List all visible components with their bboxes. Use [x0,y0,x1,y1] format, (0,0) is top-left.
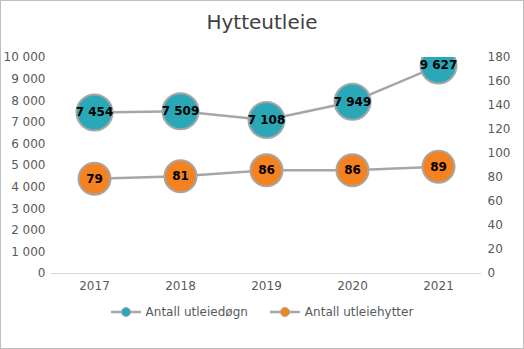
svg-text:6 000: 6 000 [11,137,45,151]
svg-text:81: 81 [172,169,189,183]
svg-text:2017: 2017 [79,279,110,293]
svg-text:140: 140 [488,98,511,112]
svg-text:2021: 2021 [423,279,454,293]
svg-text:40: 40 [488,218,503,232]
svg-text:89: 89 [430,160,447,174]
svg-text:0: 0 [488,266,496,280]
svg-text:4 000: 4 000 [11,180,45,194]
svg-text:2018: 2018 [165,279,196,293]
svg-text:7 108: 7 108 [248,113,286,127]
svg-text:120: 120 [488,122,511,136]
svg-text:7 000: 7 000 [11,115,45,129]
html-text:Antall utleiedøgn: Antall utleiedøgn [145,305,248,319]
svg-text:2019: 2019 [251,279,282,293]
html-text:Hytteutleie: Hytteutleie [206,10,318,34]
svg-text:9 627: 9 627 [420,58,458,72]
svg-text:8 000: 8 000 [11,94,45,108]
svg-text:10 000: 10 000 [4,50,46,64]
svg-text:86: 86 [344,163,361,177]
svg-text:2020: 2020 [337,279,368,293]
svg-text:180: 180 [488,50,511,64]
html-text:Antall utleiehytter: Antall utleiehytter [304,305,414,319]
svg-text:7 454: 7 454 [76,105,114,119]
svg-text:7 949: 7 949 [334,95,372,109]
svg-text:1 000: 1 000 [11,245,45,259]
svg-text:2 000: 2 000 [11,223,45,237]
svg-text:20: 20 [488,242,503,256]
svg-text:80: 80 [488,170,503,184]
svg-text:86: 86 [258,163,275,177]
svg-text:100: 100 [488,146,511,160]
svg-text:160: 160 [488,74,511,88]
svg-text:0: 0 [38,266,46,280]
svg-text:3 000: 3 000 [11,202,45,216]
svg-text:79: 79 [86,172,103,186]
svg-text:9 000: 9 000 [11,72,45,86]
svg-text:60: 60 [488,194,503,208]
svg-text:7 509: 7 509 [162,104,200,118]
svg-text:5 000: 5 000 [11,158,45,172]
